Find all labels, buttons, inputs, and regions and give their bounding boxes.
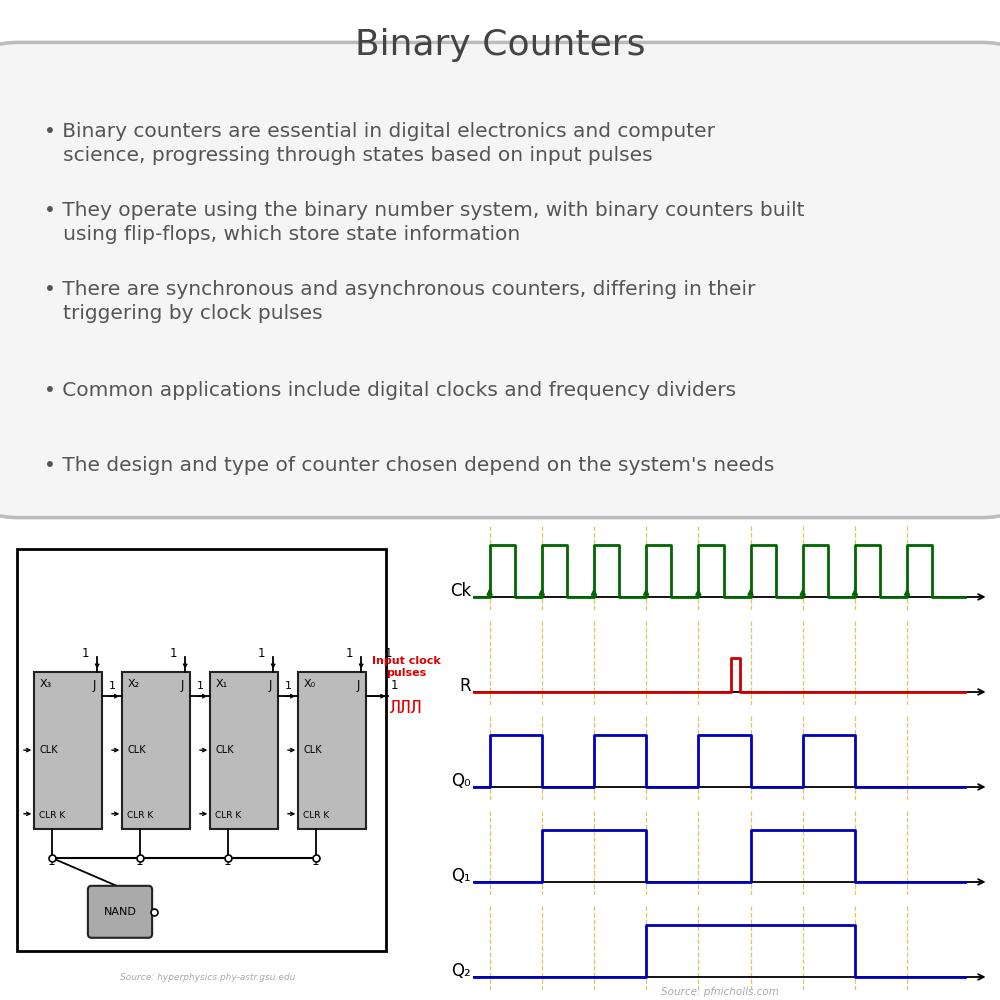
Text: 1: 1 bbox=[391, 679, 398, 692]
Bar bbox=[17, 549, 386, 951]
Text: 1: 1 bbox=[346, 647, 353, 660]
Text: X₂: X₂ bbox=[127, 679, 140, 689]
Text: 1: 1 bbox=[224, 855, 232, 868]
Text: Ck: Ck bbox=[450, 582, 471, 600]
Text: Q₀: Q₀ bbox=[451, 772, 471, 790]
Text: NAND: NAND bbox=[104, 907, 136, 917]
Text: Q₂: Q₂ bbox=[451, 962, 471, 980]
Text: CLK: CLK bbox=[39, 745, 58, 755]
Text: X₀: X₀ bbox=[303, 679, 316, 689]
Text: J: J bbox=[181, 679, 184, 692]
Text: CLR K: CLR K bbox=[303, 811, 330, 820]
Text: 1: 1 bbox=[136, 855, 144, 868]
FancyBboxPatch shape bbox=[88, 886, 152, 938]
Text: X₃: X₃ bbox=[39, 679, 52, 689]
FancyBboxPatch shape bbox=[298, 672, 366, 828]
Text: Binary Counters: Binary Counters bbox=[355, 28, 645, 62]
Text: 1: 1 bbox=[197, 681, 204, 691]
FancyBboxPatch shape bbox=[0, 42, 1000, 518]
FancyBboxPatch shape bbox=[122, 672, 190, 828]
Text: Source: hyperphysics.phy-astr.gsu.edu: Source: hyperphysics.phy-astr.gsu.edu bbox=[120, 973, 296, 982]
Text: 1: 1 bbox=[285, 681, 292, 691]
Text: • Binary counters are essential in digital electronics and computer
   science, : • Binary counters are essential in digit… bbox=[44, 122, 715, 165]
Text: • The design and type of counter chosen depend on the system's needs: • The design and type of counter chosen … bbox=[44, 456, 774, 475]
Text: CLK: CLK bbox=[127, 745, 146, 755]
Text: J: J bbox=[269, 679, 272, 692]
Text: Input clock
pulses: Input clock pulses bbox=[372, 656, 440, 678]
Text: X₁: X₁ bbox=[215, 679, 228, 689]
Text: 1: 1 bbox=[258, 647, 265, 660]
Text: R: R bbox=[460, 677, 471, 695]
Text: CLR K: CLR K bbox=[215, 811, 242, 820]
Text: Q₁: Q₁ bbox=[452, 867, 471, 885]
Text: 1: 1 bbox=[109, 681, 116, 691]
Text: CLK: CLK bbox=[303, 745, 322, 755]
Text: CLK: CLK bbox=[215, 745, 234, 755]
Text: 1: 1 bbox=[312, 855, 320, 868]
Text: • They operate using the binary number system, with binary counters built
   usi: • They operate using the binary number s… bbox=[44, 201, 804, 244]
Text: Source: pfnicholls.com: Source: pfnicholls.com bbox=[661, 987, 779, 997]
Text: 1: 1 bbox=[82, 647, 89, 660]
Text: 1: 1 bbox=[170, 647, 177, 660]
Text: 1: 1 bbox=[48, 855, 56, 868]
Text: CLR K: CLR K bbox=[39, 811, 66, 820]
Text: ЛЛЛ: ЛЛЛ bbox=[390, 699, 422, 717]
Text: • Common applications include digital clocks and frequency dividers: • Common applications include digital cl… bbox=[44, 381, 736, 400]
FancyBboxPatch shape bbox=[210, 672, 278, 828]
Text: • There are synchronous and asynchronous counters, differing in their
   trigger: • There are synchronous and asynchronous… bbox=[44, 280, 755, 323]
Text: J: J bbox=[357, 679, 360, 692]
Text: J: J bbox=[93, 679, 96, 692]
Text: CLR K: CLR K bbox=[127, 811, 154, 820]
Text: 1: 1 bbox=[385, 647, 392, 660]
FancyBboxPatch shape bbox=[34, 672, 102, 828]
